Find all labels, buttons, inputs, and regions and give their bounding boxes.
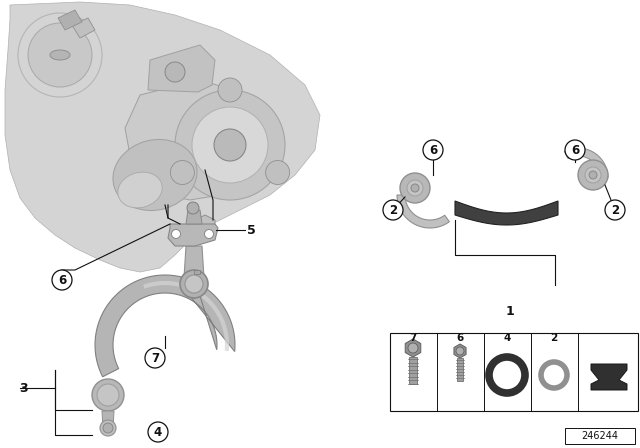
- Circle shape: [28, 23, 92, 87]
- Text: 2: 2: [611, 203, 619, 216]
- Circle shape: [52, 270, 72, 290]
- Circle shape: [383, 200, 403, 220]
- Polygon shape: [397, 195, 449, 228]
- Polygon shape: [95, 275, 235, 377]
- Circle shape: [185, 275, 203, 293]
- Circle shape: [103, 423, 113, 433]
- FancyBboxPatch shape: [565, 428, 635, 444]
- Polygon shape: [405, 339, 420, 357]
- Ellipse shape: [113, 139, 197, 211]
- Text: 7: 7: [151, 352, 159, 365]
- Polygon shape: [102, 411, 114, 428]
- Text: 2: 2: [550, 333, 557, 343]
- Circle shape: [180, 270, 208, 298]
- Circle shape: [423, 140, 443, 160]
- Polygon shape: [457, 358, 463, 381]
- Circle shape: [18, 13, 102, 97]
- Circle shape: [565, 140, 585, 160]
- Polygon shape: [455, 201, 558, 225]
- Text: 5: 5: [247, 224, 256, 237]
- Circle shape: [92, 379, 124, 411]
- Circle shape: [175, 90, 285, 200]
- Text: 7: 7: [410, 333, 417, 343]
- Circle shape: [411, 184, 419, 192]
- Text: 1: 1: [506, 305, 515, 318]
- Circle shape: [585, 167, 601, 183]
- Ellipse shape: [50, 50, 70, 60]
- Polygon shape: [58, 10, 82, 30]
- Polygon shape: [195, 215, 215, 240]
- Text: 6: 6: [429, 143, 437, 156]
- Polygon shape: [125, 80, 275, 200]
- Circle shape: [456, 347, 464, 355]
- Polygon shape: [184, 246, 204, 278]
- Circle shape: [214, 129, 246, 161]
- Circle shape: [408, 343, 418, 353]
- Circle shape: [589, 171, 597, 179]
- Circle shape: [266, 160, 290, 185]
- Polygon shape: [72, 18, 95, 38]
- Polygon shape: [409, 357, 417, 384]
- Polygon shape: [591, 364, 627, 390]
- Text: 6: 6: [456, 333, 463, 343]
- Circle shape: [605, 200, 625, 220]
- Circle shape: [205, 229, 214, 238]
- Circle shape: [100, 420, 116, 436]
- Polygon shape: [454, 344, 466, 358]
- Polygon shape: [564, 148, 608, 178]
- Polygon shape: [168, 224, 218, 246]
- Polygon shape: [186, 210, 202, 224]
- Text: 6: 6: [58, 273, 66, 287]
- Circle shape: [407, 180, 423, 196]
- Circle shape: [97, 384, 119, 406]
- Ellipse shape: [118, 172, 162, 208]
- FancyBboxPatch shape: [390, 333, 638, 411]
- Circle shape: [145, 348, 165, 368]
- Circle shape: [187, 202, 199, 214]
- Circle shape: [192, 107, 268, 183]
- Circle shape: [578, 160, 608, 190]
- Text: 4: 4: [503, 333, 511, 343]
- Text: 246244: 246244: [582, 431, 618, 441]
- Circle shape: [170, 160, 195, 185]
- Text: 2: 2: [389, 203, 397, 216]
- Circle shape: [172, 229, 180, 238]
- Circle shape: [148, 422, 168, 442]
- Polygon shape: [194, 270, 200, 274]
- Text: 4: 4: [154, 426, 162, 439]
- Circle shape: [400, 173, 430, 203]
- Polygon shape: [148, 45, 215, 92]
- Text: 3: 3: [19, 382, 28, 395]
- Circle shape: [218, 78, 242, 102]
- Circle shape: [165, 62, 185, 82]
- Text: 6: 6: [571, 143, 579, 156]
- Polygon shape: [5, 2, 320, 272]
